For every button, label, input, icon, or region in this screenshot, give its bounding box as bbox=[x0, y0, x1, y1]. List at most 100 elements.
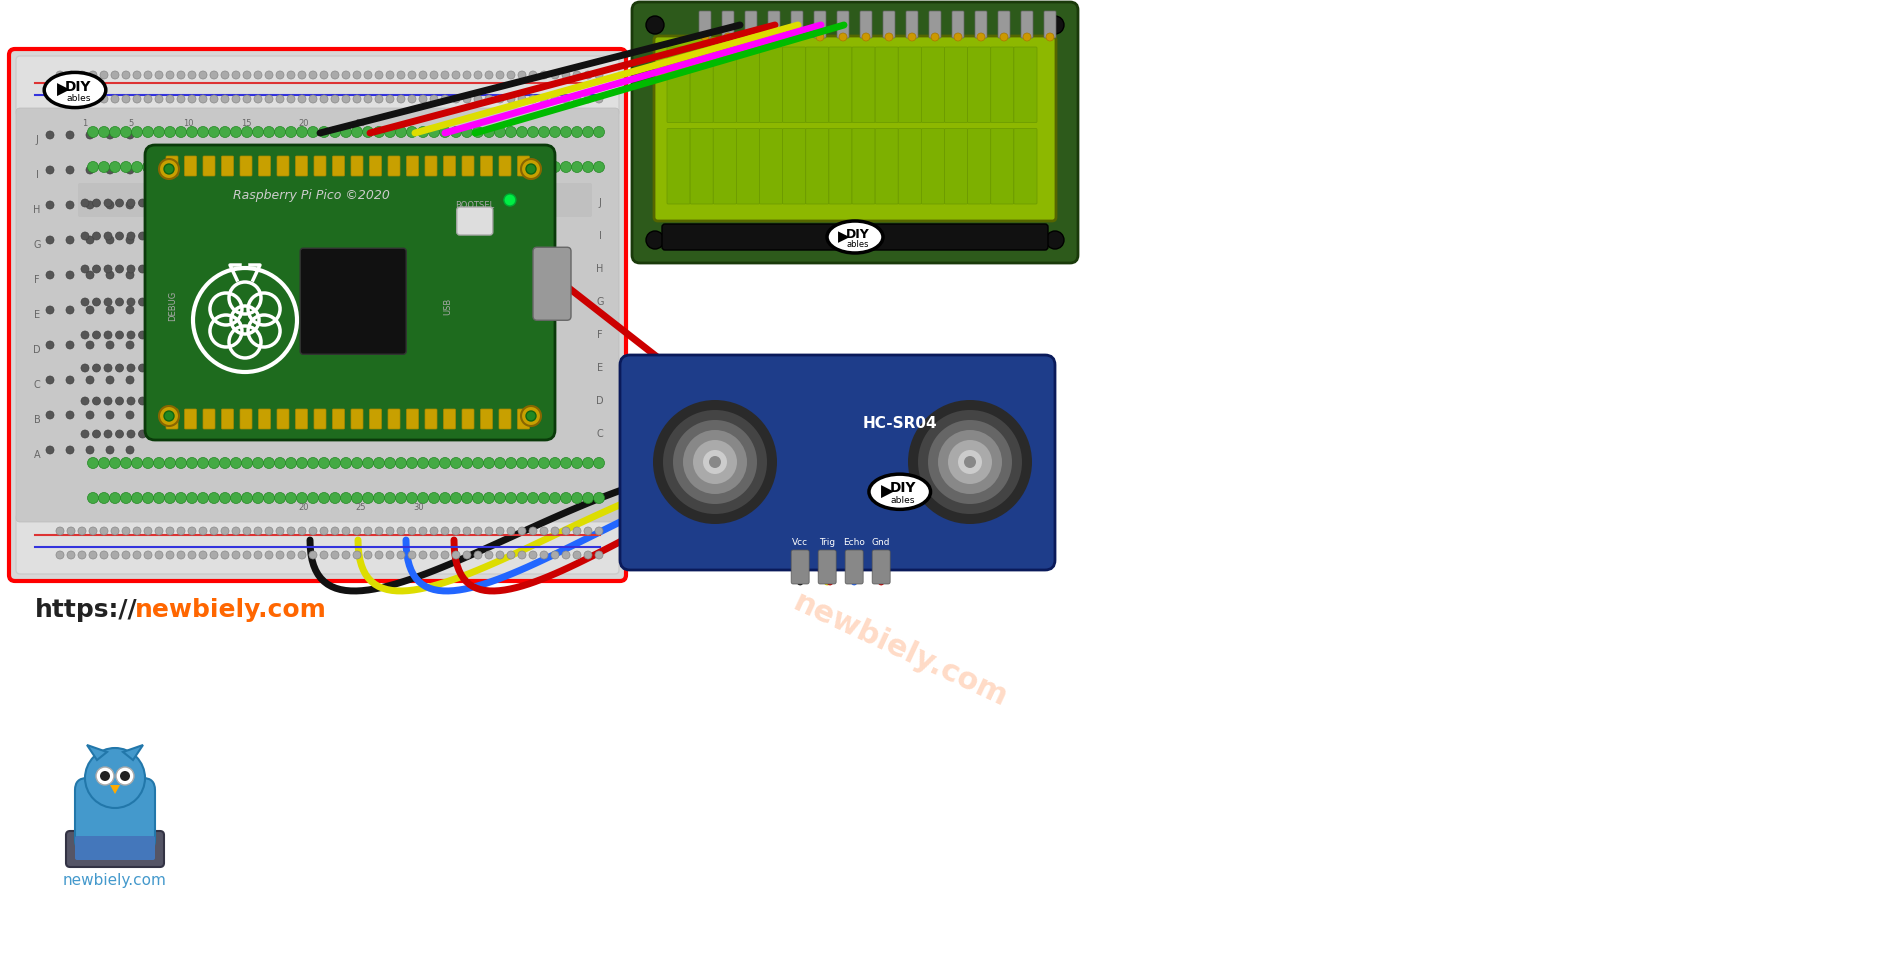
Circle shape bbox=[172, 265, 182, 273]
Circle shape bbox=[540, 71, 548, 79]
Circle shape bbox=[385, 493, 396, 504]
Circle shape bbox=[311, 364, 318, 372]
Circle shape bbox=[172, 298, 182, 306]
Text: 15: 15 bbox=[241, 119, 252, 127]
Circle shape bbox=[521, 159, 540, 179]
Text: J: J bbox=[599, 198, 601, 208]
Text: 1: 1 bbox=[81, 119, 87, 127]
Circle shape bbox=[341, 493, 351, 504]
Circle shape bbox=[392, 265, 400, 273]
Circle shape bbox=[241, 458, 252, 468]
Circle shape bbox=[1046, 16, 1063, 34]
Circle shape bbox=[462, 126, 472, 137]
Circle shape bbox=[144, 551, 152, 559]
Circle shape bbox=[97, 767, 114, 785]
Circle shape bbox=[199, 71, 207, 79]
FancyBboxPatch shape bbox=[481, 409, 493, 429]
Circle shape bbox=[265, 551, 273, 559]
Circle shape bbox=[45, 446, 53, 454]
Circle shape bbox=[45, 236, 53, 244]
Circle shape bbox=[299, 199, 307, 207]
Circle shape bbox=[381, 331, 388, 339]
Circle shape bbox=[252, 458, 263, 468]
Circle shape bbox=[332, 71, 339, 79]
Text: BOOTSEL: BOOTSEL bbox=[455, 201, 495, 210]
Circle shape bbox=[138, 397, 146, 405]
Circle shape bbox=[953, 33, 963, 41]
Circle shape bbox=[231, 397, 239, 405]
Circle shape bbox=[330, 493, 341, 504]
Circle shape bbox=[127, 364, 135, 372]
Circle shape bbox=[341, 458, 351, 468]
Circle shape bbox=[150, 298, 157, 306]
Circle shape bbox=[254, 527, 262, 535]
Circle shape bbox=[275, 162, 286, 172]
Circle shape bbox=[254, 71, 262, 79]
Circle shape bbox=[106, 131, 114, 139]
Circle shape bbox=[254, 331, 262, 339]
FancyBboxPatch shape bbox=[296, 409, 307, 429]
Circle shape bbox=[153, 458, 165, 468]
Circle shape bbox=[309, 71, 316, 79]
Circle shape bbox=[207, 397, 216, 405]
Circle shape bbox=[265, 364, 273, 372]
Circle shape bbox=[582, 493, 593, 504]
Circle shape bbox=[582, 126, 593, 137]
Circle shape bbox=[104, 199, 112, 207]
FancyBboxPatch shape bbox=[203, 156, 214, 176]
Circle shape bbox=[286, 71, 296, 79]
Circle shape bbox=[78, 71, 85, 79]
Circle shape bbox=[172, 331, 182, 339]
Circle shape bbox=[188, 95, 195, 103]
FancyBboxPatch shape bbox=[968, 47, 991, 122]
Circle shape bbox=[195, 265, 205, 273]
Circle shape bbox=[116, 331, 123, 339]
Circle shape bbox=[392, 331, 400, 339]
FancyBboxPatch shape bbox=[370, 156, 381, 176]
Circle shape bbox=[220, 397, 227, 405]
Circle shape bbox=[106, 201, 114, 209]
Text: 25: 25 bbox=[356, 503, 366, 512]
Circle shape bbox=[430, 527, 438, 535]
FancyBboxPatch shape bbox=[819, 550, 836, 584]
Circle shape bbox=[572, 95, 582, 103]
Circle shape bbox=[81, 430, 89, 438]
Circle shape bbox=[133, 95, 140, 103]
Circle shape bbox=[167, 71, 174, 79]
Circle shape bbox=[288, 364, 296, 372]
Circle shape bbox=[362, 458, 373, 468]
Circle shape bbox=[121, 126, 131, 137]
Circle shape bbox=[474, 527, 481, 535]
Circle shape bbox=[277, 298, 284, 306]
Circle shape bbox=[66, 201, 74, 209]
Circle shape bbox=[387, 71, 394, 79]
FancyBboxPatch shape bbox=[167, 409, 178, 429]
Circle shape bbox=[172, 430, 182, 438]
Circle shape bbox=[104, 364, 112, 372]
Circle shape bbox=[288, 430, 296, 438]
Circle shape bbox=[243, 232, 250, 240]
Circle shape bbox=[231, 458, 241, 468]
Circle shape bbox=[1046, 231, 1063, 249]
Text: C: C bbox=[597, 429, 603, 439]
Text: ables: ables bbox=[847, 240, 870, 249]
Circle shape bbox=[309, 95, 316, 103]
Circle shape bbox=[404, 331, 411, 339]
Polygon shape bbox=[87, 745, 106, 760]
Circle shape bbox=[277, 364, 284, 372]
Circle shape bbox=[407, 71, 417, 79]
Circle shape bbox=[252, 126, 263, 137]
Polygon shape bbox=[110, 785, 119, 794]
FancyBboxPatch shape bbox=[1044, 11, 1056, 38]
Circle shape bbox=[978, 33, 985, 41]
Circle shape bbox=[100, 71, 108, 79]
Circle shape bbox=[208, 126, 220, 137]
Circle shape bbox=[112, 551, 119, 559]
Circle shape bbox=[747, 33, 754, 41]
FancyBboxPatch shape bbox=[872, 550, 891, 584]
Circle shape bbox=[220, 298, 227, 306]
Circle shape bbox=[428, 493, 440, 504]
Circle shape bbox=[45, 306, 53, 314]
Circle shape bbox=[85, 376, 95, 384]
Text: DIY: DIY bbox=[891, 481, 917, 496]
